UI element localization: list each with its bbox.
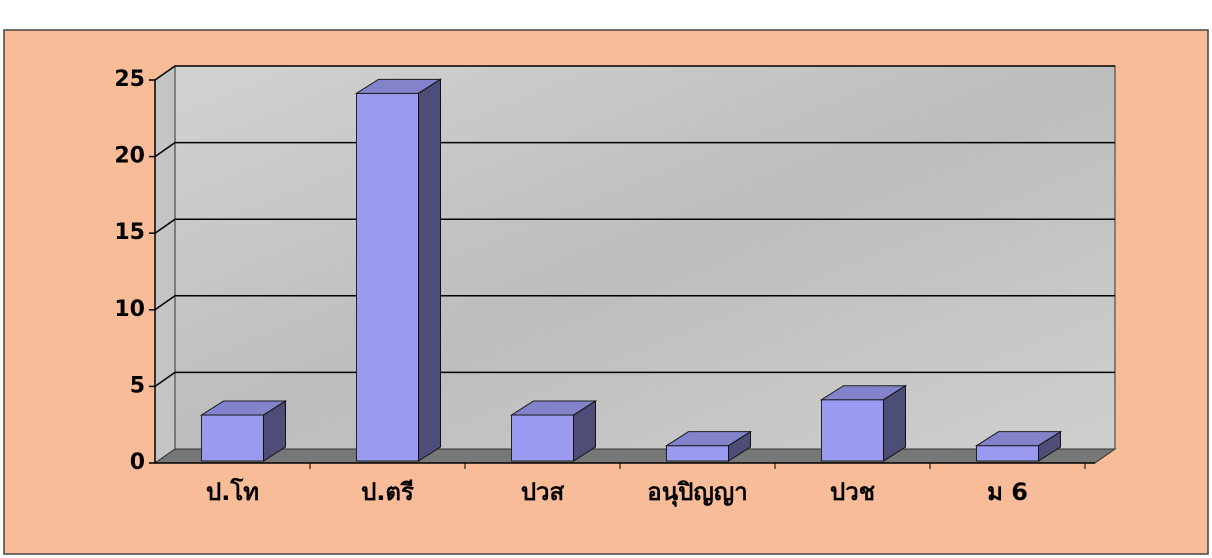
grid-line bbox=[154, 141, 1115, 158]
bar-front bbox=[666, 445, 729, 462]
y-tick-label: 15 bbox=[114, 220, 145, 245]
x-tick-label: ปวช bbox=[830, 478, 875, 506]
grid-line bbox=[154, 65, 1115, 81]
y-tick-label: 5 bbox=[130, 373, 145, 398]
back-wall bbox=[174, 65, 1116, 450]
bar-front bbox=[201, 414, 264, 462]
bar-side bbox=[573, 400, 596, 462]
y-tick-label: 10 bbox=[114, 297, 145, 322]
y-tick-label: 0 bbox=[130, 450, 145, 475]
y-tick-label: 25 bbox=[114, 67, 145, 92]
bar-front bbox=[976, 445, 1039, 462]
bar-front bbox=[511, 414, 574, 462]
bar-front bbox=[356, 92, 419, 462]
x-tick-label: ป.โท bbox=[206, 477, 259, 506]
grid-line bbox=[154, 371, 1115, 388]
y-tick-label: 20 bbox=[114, 144, 145, 169]
x-tick-label: ป.ตรี bbox=[361, 478, 414, 506]
x-tick-label: ปวส bbox=[521, 478, 565, 506]
floor bbox=[153, 448, 1117, 464]
bar-side bbox=[263, 400, 286, 462]
bar-side bbox=[883, 384, 906, 462]
x-tick-label: อนุปิญญา bbox=[647, 478, 747, 508]
grid-line bbox=[154, 218, 1115, 234]
x-tick-label: ม 6 bbox=[987, 478, 1028, 506]
side-wall bbox=[154, 65, 176, 464]
bar-side bbox=[728, 430, 751, 462]
bar-side bbox=[1038, 430, 1061, 462]
bar-side bbox=[418, 78, 441, 462]
grid-line bbox=[154, 295, 1115, 311]
bar-front bbox=[821, 399, 884, 462]
plot-area: 0 5 10 15 20 25 ป.โท ป.ตรี ปวส อนุปิญญา ปวช ม 6 bbox=[114, 65, 1117, 508]
